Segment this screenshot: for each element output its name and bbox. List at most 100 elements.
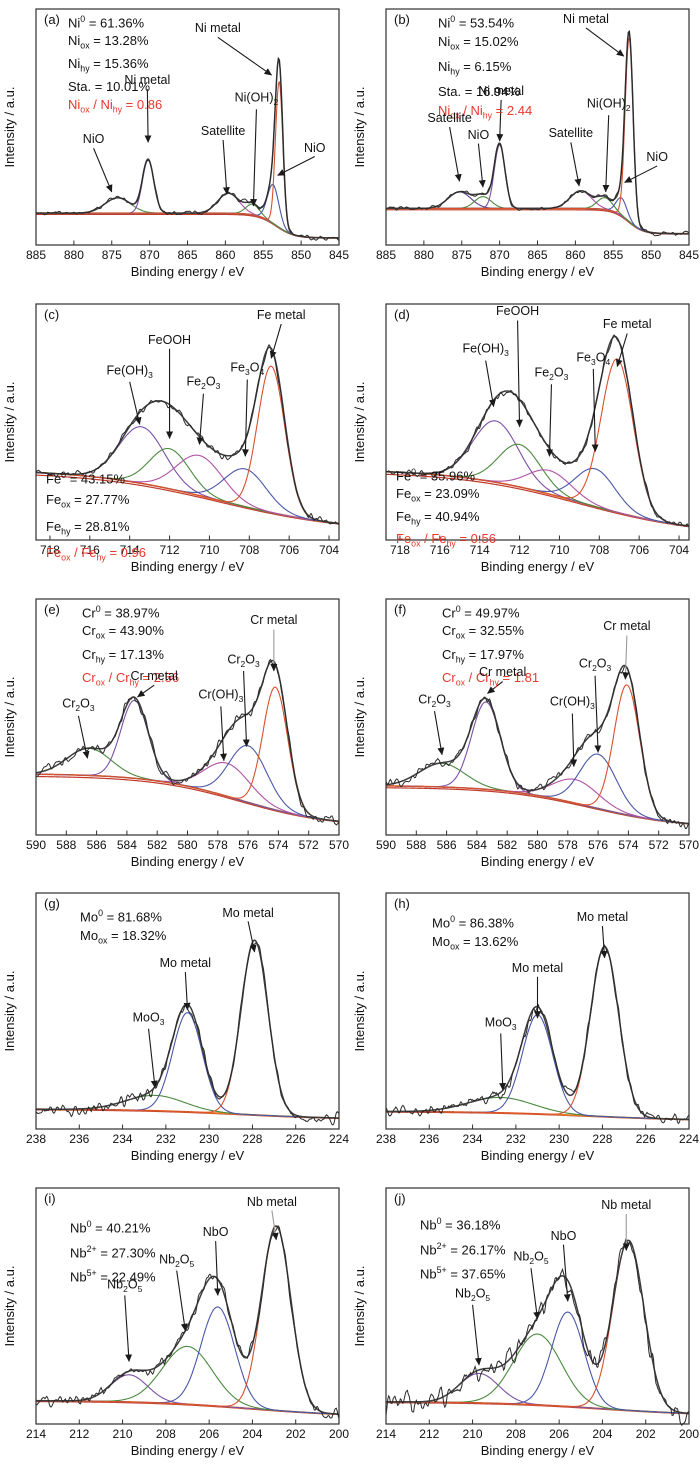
stats-block-j: Nb0 = 36.18% Nb2+ = 26.17% Nb5+ = 37.65% [420,1211,506,1284]
annotation-arrow [214,1241,222,1297]
annotation-arrow [271,1210,279,1241]
x-tick-label: 228 [592,1132,612,1146]
annotation-arrow [124,1295,133,1363]
annotation-arrow [176,1270,188,1332]
panel-b: 885 880 875 870 865 860 855 850 845 Binding energ… [350,0,700,295]
x-tick-label: 845 [679,248,699,262]
peak-annotation: Cr(OH)3 [198,687,244,705]
peak-annotation: Nb2O5 [454,1286,491,1304]
annotation-arrow [530,1268,541,1320]
stat-line: Nb5+ = 22.49% [70,1267,156,1285]
peak-annotation: Fe(OH)3 [462,342,509,359]
stat-line: Fe0 = 35.96% [396,466,475,484]
spectrum-plot-g: 238 236 234 232 230 228 226 224 Binding energy /… [2,892,349,1163]
annotation-arrow [269,323,282,359]
spectrum-plot-a: 885 880 875 870 865 860 855 850 845 Binding energ… [2,8,349,279]
stat-line: Crox = 43.90% [82,623,164,642]
annotation-arrow [602,115,610,193]
x-tick-label: 704 [669,543,689,557]
peak-annotation: Cr2O3 [227,652,260,669]
panel-f: 590 588 586 584 582 580 578 576 574 572 570 Binding… [350,590,700,885]
x-tick-label: 572 [649,838,669,852]
stat-line: Niox = 13.28% [68,33,149,51]
spectrum-plot-j: 214 212 210 208 206 204 202 200 Binding energy /… [352,1187,699,1458]
peak-annotation: Fe(OH)3 [106,363,153,380]
annotation-arrows [433,635,630,767]
annotation-arrows [499,926,608,1091]
stat-line: Nb0 = 36.18% [420,1216,501,1233]
annotation-arrows [147,921,257,1089]
annotation-arrow [129,381,142,425]
peak-annotation: Cr metal [250,613,298,628]
x-tick-label: 572 [299,838,319,852]
x-tick-label: 710 [199,543,219,557]
annotation-arrow [144,89,152,143]
x-tick-label: 576 [588,838,608,852]
x-tick-label: 210 [113,1427,133,1441]
x-tick-label: 716 [430,543,450,557]
x-tick-label: 206 [549,1427,569,1441]
plot-frame [35,892,340,1130]
x-tick-label: 574 [268,838,288,852]
x-tick-label: 214 [376,1427,396,1441]
spectrum-plot-b: 885 880 875 870 865 860 855 850 845 Binding energ… [352,8,699,279]
annotation-arrow [77,715,90,759]
x-tick-label: 590 [26,838,46,852]
panel-c: 718 716 714 712 710 708 706 704 Binding energy /… [0,295,350,590]
x-axis-label: Binding energy / eV [131,854,245,869]
annotation-arrow [433,710,445,755]
x-axis-ticks: 885 880 875 870 865 860 855 850 845 [376,240,699,262]
x-tick-label: 708 [239,543,259,557]
annotation-arrow [93,148,113,193]
annotation-arrow [615,333,628,367]
x-tick-label: 584 [467,838,487,852]
x-tick-label: 234 [113,1132,133,1146]
x-tick-label: 578 [558,838,578,852]
annotation-arrow [622,635,630,680]
annotation-arrow [183,972,191,1011]
peak-annotation: MoO3 [132,1010,165,1028]
stat-line: Nihy = 6.15% [438,58,512,77]
x-axis-label: Binding energy / eV [481,1148,595,1163]
component-curve-mo-metal-3d3-2 [35,1012,340,1119]
x-tick-label: 875 [102,248,122,262]
component-curve-nbo [385,1311,690,1415]
x-tick-label: 578 [208,838,228,852]
annotation-arrow [485,360,496,407]
peak-annotation: Nb metal [601,1198,652,1213]
annotation-arrow [562,1244,571,1302]
spectrum-plot-f: 590 588 586 584 582 580 578 576 574 572 570 Binding… [352,597,699,869]
peak-annotation: Fe metal [256,307,306,322]
x-tick-label: 708 [589,543,609,557]
x-tick-label: 210 [463,1427,483,1441]
x-tick-label: 582 [497,838,517,852]
panel-letter-label: (b) [394,12,410,27]
x-tick-label: 232 [156,1132,176,1146]
x-tick-label: 865 [177,248,197,262]
x-tick-label: 850 [291,248,311,262]
x-tick-label: 712 [510,543,530,557]
x-tick-label: 570 [329,838,349,852]
stat-line: Crhy = 17.13% [82,646,164,665]
stat-line: Ni0 = 53.54% [438,14,515,31]
raw-spectrum-curve [385,30,690,237]
stats-block-b: Ni0 = 53.54% Niox = 15.02% Nihy = 6.15% Sta… [438,10,532,125]
stat-line: Nihy = 15.36% [68,55,149,74]
annotation-arrows [129,323,282,457]
plot-frame [35,1187,340,1425]
panel-letter-label: (e) [44,601,60,617]
component-curve-nio [386,197,689,235]
x-tick-label: 230 [549,1132,569,1146]
annotation-arrows [449,27,658,193]
x-axis-label: Binding energy / eV [481,559,595,574]
peak-annotation: Cr(OH)3 [549,694,595,712]
x-tick-label: 706 [629,543,649,557]
panel-g: 238 236 234 232 230 228 226 224 Binding energy /… [0,884,350,1179]
peak-annotation: Mo metal [576,910,629,925]
x-tick-label: 212 [69,1427,89,1441]
fit-envelope-curve [386,29,689,235]
spectrum-plot-h: 238 236 234 232 230 228 226 224 Binding energy /… [352,892,699,1163]
component-curve-nio-2p1-2 [386,196,689,235]
stat-line: Fehy = 28.81% [46,518,130,537]
